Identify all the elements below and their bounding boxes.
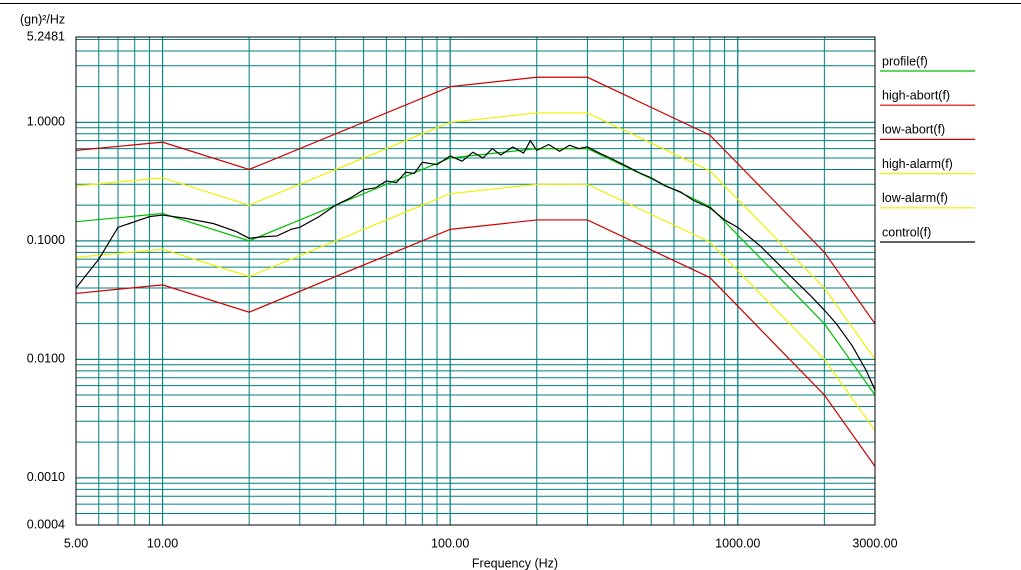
- y-tick-label: 0.0004: [27, 517, 65, 531]
- y-tick-label: 5.2481: [27, 29, 65, 43]
- legend-label: low-alarm(f): [882, 191, 948, 205]
- legend-label: profile(f): [882, 54, 928, 68]
- plot-lines: [75, 76, 876, 467]
- series-line: [75, 148, 876, 396]
- x-tick-label: 5.00: [64, 536, 88, 550]
- y-tick-label: 0.1000: [27, 233, 65, 247]
- series-line: [75, 112, 876, 360]
- y-tick-label: 1.0000: [27, 115, 65, 129]
- y-tick-label: 0.0100: [27, 352, 65, 366]
- x-axis-title: Frequency (Hz): [472, 556, 558, 570]
- series-line: [75, 139, 876, 391]
- series-line: [75, 76, 876, 325]
- legend-label: low-abort(f): [882, 123, 945, 137]
- x-tick-label: 3000.00: [852, 536, 897, 550]
- legend-label: control(f): [882, 225, 931, 239]
- plot-border: [75, 36, 876, 526]
- x-tick-label: 100.00: [431, 536, 469, 550]
- legend: profile(f) high-abort(f) low-abort(f) high-…: [880, 54, 975, 243]
- series-line: [75, 183, 876, 432]
- y-axis-title: (gn)²/Hz: [20, 12, 65, 26]
- legend-label: high-alarm(f): [882, 157, 953, 171]
- x-tick-label: 1000.00: [715, 536, 760, 550]
- legend-label: high-abort(f): [882, 88, 950, 102]
- series-line: [75, 219, 876, 467]
- x-tick-label: 10.00: [147, 536, 178, 550]
- y-tick-label: 0.0010: [27, 470, 65, 484]
- grid: [75, 36, 876, 526]
